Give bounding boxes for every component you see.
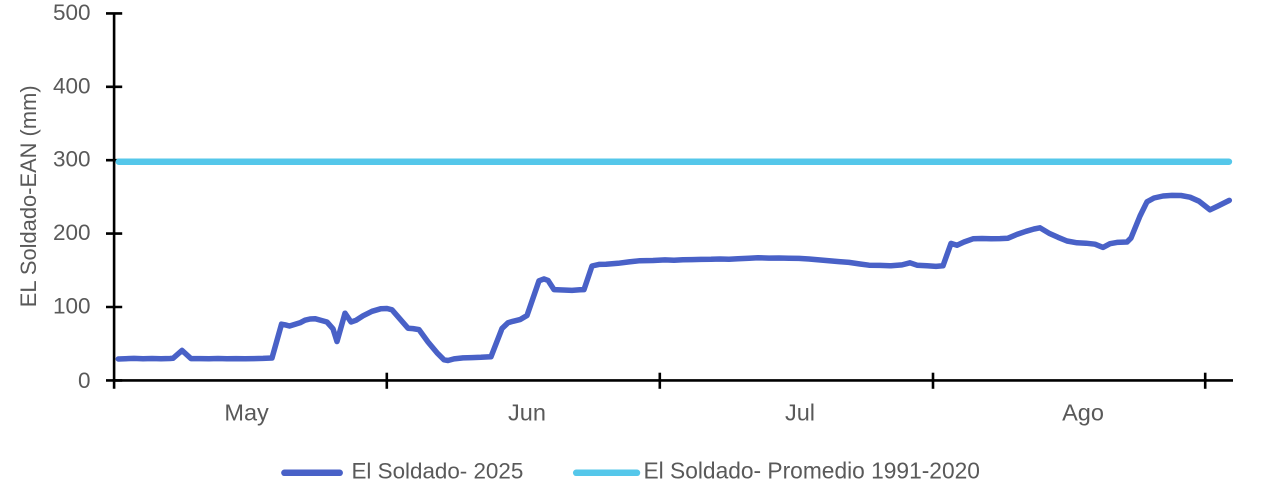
svg-text:100: 100	[53, 294, 91, 319]
svg-text:Ago: Ago	[1062, 399, 1104, 425]
svg-text:El Soldado- 2025: El Soldado- 2025	[352, 459, 524, 484]
svg-text:Jun: Jun	[508, 399, 546, 425]
svg-text:El Soldado- Promedio 1991-2020: El Soldado- Promedio 1991-2020	[644, 458, 980, 484]
svg-text:May: May	[224, 399, 269, 425]
svg-text:400: 400	[53, 73, 91, 98]
svg-text:EL Soldado-EAN (mm): EL Soldado-EAN (mm)	[16, 85, 41, 307]
svg-text:500: 500	[53, 0, 91, 25]
svg-text:Jul: Jul	[785, 399, 815, 425]
svg-text:200: 200	[53, 220, 91, 245]
svg-text:300: 300	[53, 147, 91, 172]
svg-text:0: 0	[78, 368, 91, 393]
